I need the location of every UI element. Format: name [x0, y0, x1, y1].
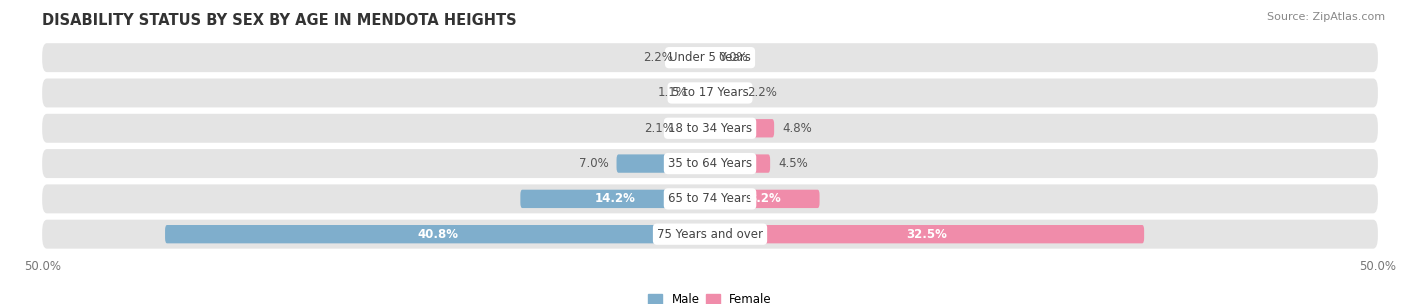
FancyBboxPatch shape [616, 154, 710, 173]
Text: 32.5%: 32.5% [907, 228, 948, 241]
Text: 7.0%: 7.0% [579, 157, 609, 170]
Text: 65 to 74 Years: 65 to 74 Years [668, 192, 752, 206]
FancyBboxPatch shape [42, 43, 1378, 72]
Text: 2.2%: 2.2% [748, 86, 778, 99]
FancyBboxPatch shape [681, 48, 710, 67]
Text: 18 to 34 Years: 18 to 34 Years [668, 122, 752, 135]
FancyBboxPatch shape [42, 78, 1378, 107]
FancyBboxPatch shape [42, 149, 1378, 178]
FancyBboxPatch shape [520, 190, 710, 208]
FancyBboxPatch shape [710, 190, 820, 208]
Text: 4.8%: 4.8% [782, 122, 811, 135]
Text: 14.2%: 14.2% [595, 192, 636, 206]
Text: DISABILITY STATUS BY SEX BY AGE IN MENDOTA HEIGHTS: DISABILITY STATUS BY SEX BY AGE IN MENDO… [42, 13, 517, 28]
FancyBboxPatch shape [710, 225, 1144, 244]
FancyBboxPatch shape [165, 225, 710, 244]
Text: 40.8%: 40.8% [418, 228, 458, 241]
Text: 35 to 64 Years: 35 to 64 Years [668, 157, 752, 170]
FancyBboxPatch shape [710, 119, 775, 137]
Text: Under 5 Years: Under 5 Years [669, 51, 751, 64]
Legend: Male, Female: Male, Female [644, 288, 776, 304]
FancyBboxPatch shape [682, 119, 710, 137]
Text: 0.0%: 0.0% [718, 51, 748, 64]
FancyBboxPatch shape [42, 220, 1378, 249]
Text: 4.5%: 4.5% [778, 157, 808, 170]
FancyBboxPatch shape [710, 84, 740, 102]
Text: 1.1%: 1.1% [658, 86, 688, 99]
FancyBboxPatch shape [696, 84, 710, 102]
Text: 2.1%: 2.1% [644, 122, 673, 135]
Text: Source: ZipAtlas.com: Source: ZipAtlas.com [1267, 12, 1385, 22]
FancyBboxPatch shape [42, 114, 1378, 143]
Text: 5 to 17 Years: 5 to 17 Years [672, 86, 748, 99]
Text: 8.2%: 8.2% [748, 192, 782, 206]
FancyBboxPatch shape [710, 154, 770, 173]
Text: 2.2%: 2.2% [643, 51, 672, 64]
Text: 75 Years and over: 75 Years and over [657, 228, 763, 241]
FancyBboxPatch shape [42, 185, 1378, 213]
